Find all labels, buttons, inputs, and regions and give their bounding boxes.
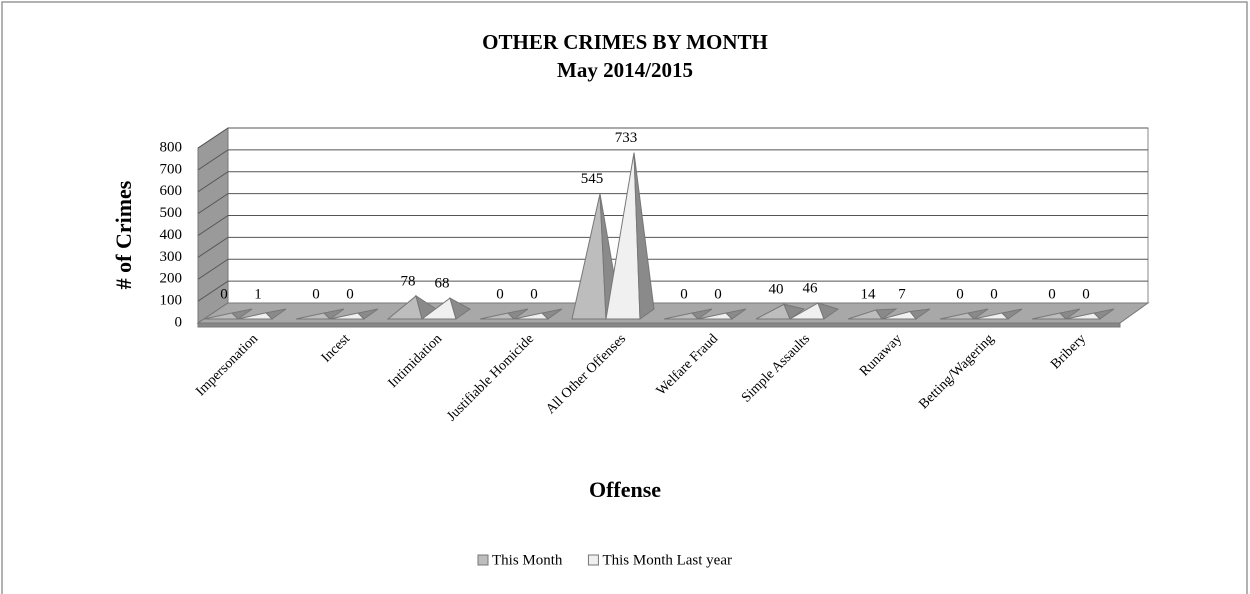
grid-line-side [197, 193, 229, 215]
pyramid-side [690, 308, 713, 320]
x-tick-label: Impersonation [193, 331, 261, 399]
value-label: 0 [220, 286, 228, 302]
x-tick-label: Runaway [857, 331, 905, 379]
x-tick-label: Betting/Wagering [916, 331, 997, 412]
floor-edge [197, 322, 1121, 328]
y-tick-label: 800 [160, 139, 183, 155]
legend-swatch [477, 554, 489, 566]
value-label: 0 [680, 286, 688, 302]
value-label: 40 [769, 282, 784, 298]
value-label: 46 [803, 280, 819, 296]
value-label: 0 [1048, 286, 1056, 302]
chart-subtitle: May 2014/2015 [557, 58, 693, 82]
pyramid-side [1092, 308, 1115, 320]
pyramid-side [633, 152, 655, 320]
value-label: 78 [401, 273, 416, 289]
chart-title: OTHER CRIMES BY MONTH [482, 30, 768, 54]
pyramid-side [230, 308, 253, 320]
y-tick-label: 300 [160, 249, 183, 265]
x-tick-label: Bribery [1048, 331, 1089, 372]
value-label: 1 [254, 286, 262, 302]
pyramid-side [1058, 308, 1081, 320]
grid-line-side [197, 215, 229, 236]
y-tick-label: 100 [160, 293, 183, 309]
legend-label: This Month Last year [602, 552, 732, 568]
pyramid-side [322, 308, 345, 320]
y-tick-label: 0 [175, 314, 183, 330]
x-tick-label: Incest [319, 331, 353, 365]
value-label: 0 [956, 286, 964, 302]
value-label: 0 [530, 286, 538, 302]
x-axis-title: Offense [589, 477, 661, 502]
y-tick-label: 700 [160, 161, 183, 177]
pyramid-side [724, 308, 747, 320]
grid-line-side [197, 236, 229, 258]
y-tick-label: 400 [160, 227, 183, 243]
legend-swatch [587, 554, 599, 566]
grid-line-side [197, 127, 229, 149]
x-tick-label: Simple Assaults [739, 331, 813, 405]
x-tick-label: Justifiable Homicide [444, 331, 537, 424]
pyramid-side [783, 303, 806, 320]
pyramid-side [1000, 308, 1023, 320]
value-label: 0 [714, 286, 722, 302]
grid-line-side [197, 258, 229, 280]
value-label: 0 [346, 286, 354, 302]
y-tick-label: 500 [160, 205, 183, 221]
pyramid-side [875, 308, 898, 320]
y-axis-title: # of Crimes [111, 180, 136, 289]
grid-line-side [197, 149, 229, 171]
pyramid-side [449, 297, 471, 320]
pyramid-side [506, 308, 529, 320]
value-label: 68 [435, 276, 450, 292]
pyramid-side [540, 308, 563, 320]
value-label: 545 [581, 171, 604, 187]
pyramid-side [966, 308, 989, 320]
value-label: 0 [496, 286, 504, 302]
legend-label: This Month [492, 552, 563, 568]
value-label: 14 [861, 286, 877, 302]
pyramid-side [909, 308, 931, 320]
grid-line-side [197, 171, 229, 193]
x-tick-label: Intimidation [386, 331, 446, 391]
value-label: 7 [898, 286, 906, 302]
value-label: 0 [312, 286, 320, 302]
x-tick-label: All Other Offenses [543, 331, 629, 417]
pyramid-side [264, 308, 287, 320]
grid-line-side [197, 280, 229, 302]
pyramid-side [817, 302, 840, 320]
value-label: 0 [990, 286, 998, 302]
pyramid-side [356, 308, 379, 320]
y-tick-label: 200 [160, 271, 183, 287]
x-tick-label: Welfare Fraud [654, 331, 721, 398]
y-tick-label: 600 [160, 183, 183, 199]
value-label: 733 [615, 130, 638, 146]
value-label: 0 [1082, 286, 1090, 302]
